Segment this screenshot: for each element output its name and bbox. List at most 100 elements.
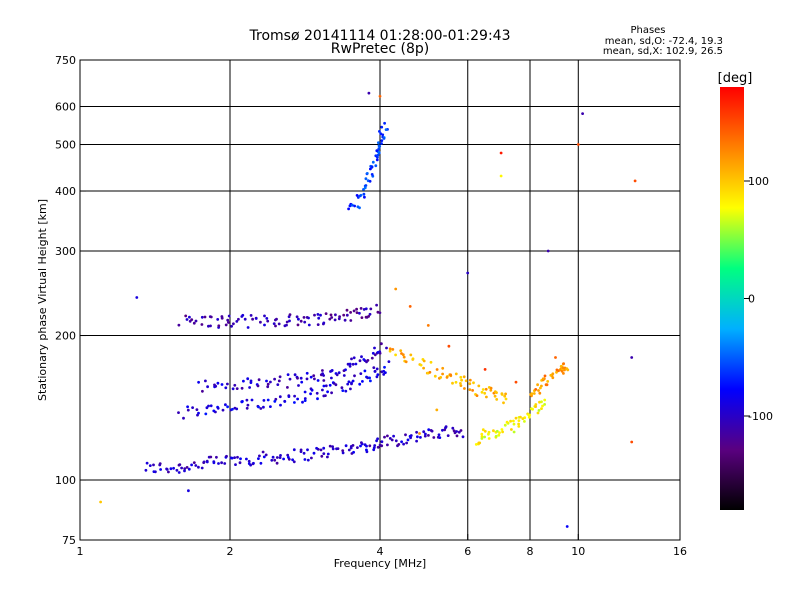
data-point [245, 398, 249, 402]
data-point [330, 391, 333, 395]
data-point [422, 430, 426, 434]
data-point [355, 311, 359, 314]
data-point [197, 411, 200, 415]
data-point [532, 392, 536, 395]
data-point [235, 320, 239, 323]
data-point [249, 314, 253, 317]
data-point [418, 432, 421, 435]
colorbar-tick-label: 0 [748, 293, 755, 306]
data-point [299, 376, 303, 380]
data-point [523, 420, 526, 423]
data-point [369, 379, 372, 383]
data-point [185, 318, 189, 321]
y-tick-label: 500 [55, 139, 76, 152]
data-point [378, 351, 382, 355]
data-point [539, 386, 542, 390]
data-point [504, 397, 508, 401]
data-point [380, 139, 384, 143]
data-point [397, 443, 401, 446]
data-point [145, 461, 149, 465]
data-point [215, 455, 218, 459]
data-point [404, 433, 407, 437]
data-point [405, 441, 408, 445]
data-point [347, 380, 351, 384]
data-point [439, 376, 443, 379]
data-point [478, 441, 482, 445]
data-point [296, 397, 299, 401]
data-point [540, 400, 543, 404]
y-axis-ticks: 75 100 200 300 400 500 600 750 [55, 54, 86, 547]
data-point [468, 378, 472, 382]
data-point [235, 387, 239, 390]
data-point [200, 315, 204, 319]
data-point [368, 312, 372, 316]
data-point [444, 425, 448, 429]
data-point [454, 372, 458, 376]
data-point [344, 368, 347, 372]
x-tick-label: 8 [527, 545, 534, 558]
data-point [220, 383, 224, 386]
data-point [375, 375, 379, 379]
data-point [265, 317, 269, 320]
data-point [148, 464, 152, 467]
data-point [247, 459, 251, 463]
data-point [353, 204, 356, 208]
data-point [433, 374, 437, 378]
data-point [483, 435, 486, 439]
data-point [376, 351, 380, 354]
data-point [341, 449, 345, 452]
data-point [303, 397, 307, 400]
data-point [197, 380, 201, 384]
data-point [510, 428, 513, 431]
data-point [363, 369, 367, 373]
data-point [192, 321, 196, 325]
data-point [99, 500, 102, 504]
data-point [443, 428, 447, 432]
data-point [205, 406, 209, 410]
data-point [441, 372, 444, 376]
data-point [223, 462, 227, 465]
data-point [512, 419, 515, 423]
data-point [197, 465, 200, 469]
data-point [540, 407, 543, 410]
data-point [279, 454, 282, 457]
data-point [464, 379, 468, 383]
data-point [521, 417, 525, 420]
data-point [266, 398, 270, 402]
data-point [204, 412, 208, 416]
data-point [503, 423, 507, 427]
data-point [242, 379, 245, 383]
data-point [517, 422, 520, 426]
data-point [376, 437, 379, 441]
data-point [299, 319, 303, 323]
data-point [249, 463, 253, 467]
data-point [494, 434, 498, 438]
data-point [187, 489, 190, 493]
data-point [293, 401, 296, 404]
data-point [459, 382, 462, 385]
data-point [345, 308, 349, 312]
data-point [275, 456, 279, 459]
data-point [441, 366, 445, 370]
data-point [512, 422, 516, 426]
data-point [415, 430, 418, 434]
data-point [376, 373, 380, 376]
data-point [277, 322, 281, 326]
data-point [394, 439, 398, 443]
data-point [536, 383, 539, 387]
data-point [384, 128, 388, 132]
data-point [365, 448, 368, 452]
data-point [495, 398, 499, 401]
data-point [385, 346, 388, 350]
data-point [277, 379, 281, 383]
data-point [312, 374, 316, 377]
data-point [384, 371, 387, 374]
data-point [324, 312, 328, 315]
data-point [365, 444, 368, 448]
data-point [300, 380, 304, 384]
data-point [408, 434, 412, 438]
data-point [390, 438, 394, 442]
x-tick-label: 4 [377, 545, 384, 558]
data-point [261, 450, 265, 454]
data-point [565, 367, 569, 371]
